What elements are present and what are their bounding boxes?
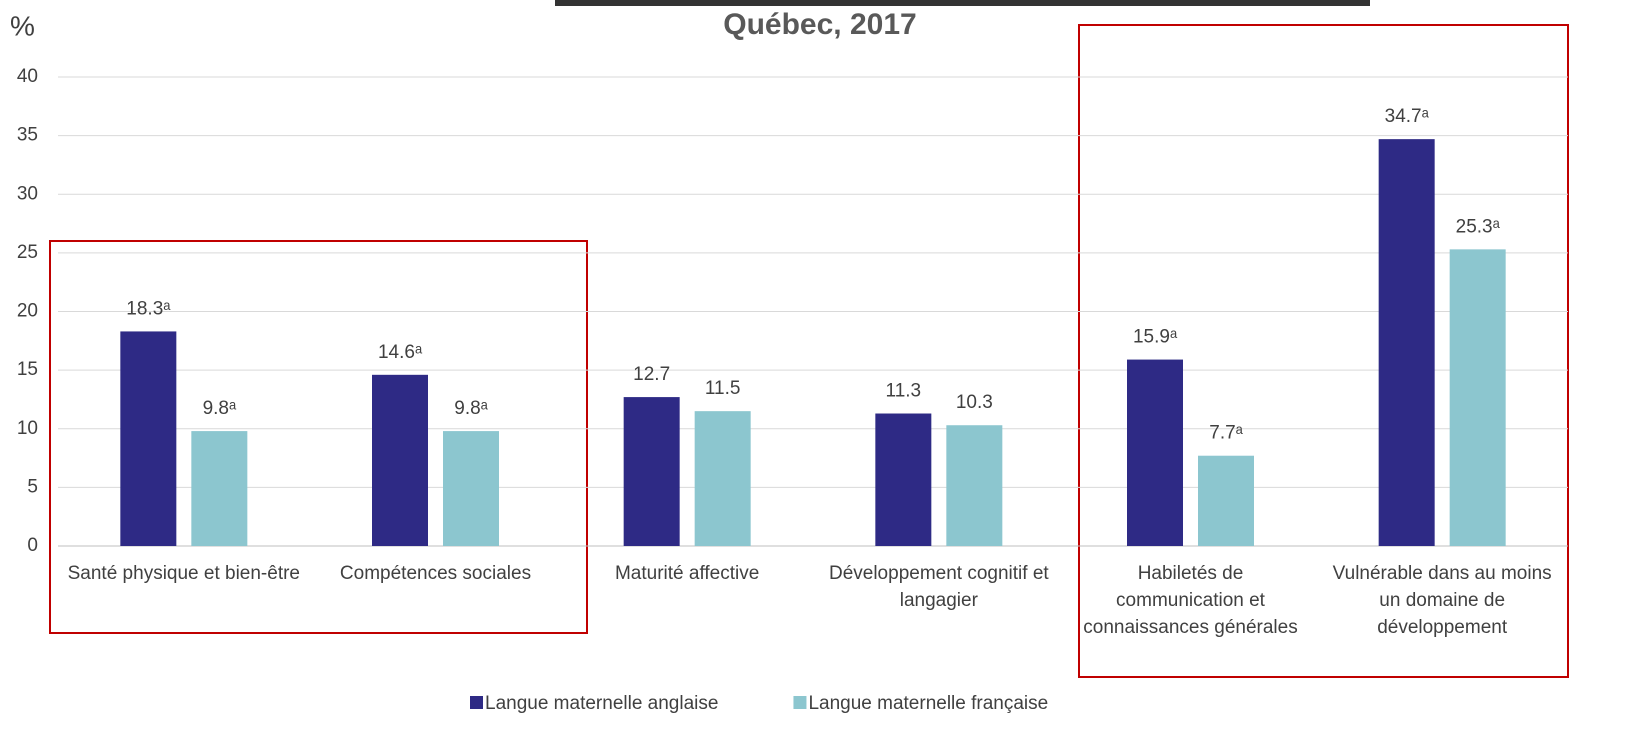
bar: [191, 431, 248, 546]
data-label: 15.9ᵃ: [1133, 327, 1178, 348]
x-tick-label: Compétences sociales: [339, 563, 532, 584]
legend-label: Langue maternelle anglaise: [485, 693, 718, 714]
bar: [443, 431, 499, 546]
y-tick-label: 10: [17, 418, 38, 439]
bar: [1449, 249, 1506, 547]
y-tick-label: 15: [17, 359, 38, 380]
data-label: 11.3: [886, 381, 922, 402]
bar: [1127, 359, 1183, 546]
bar: [623, 397, 680, 546]
highlight-box: [49, 240, 588, 634]
y-tick-label: 5: [27, 476, 38, 497]
data-label: 12.7: [633, 364, 670, 385]
bar: [120, 331, 177, 546]
data-label: 18.3ᵃ: [126, 298, 171, 319]
x-tick-label: Vulnérable dans au moins un domaine de d…: [1332, 563, 1552, 638]
legend-swatch: [793, 696, 807, 709]
legend-swatch: [470, 696, 483, 709]
bar: [372, 374, 428, 546]
highlight-box: [1078, 24, 1569, 678]
y-tick-label: 0: [27, 535, 38, 556]
x-tick-label: Maturité affective: [614, 563, 760, 584]
legend-label: Langue maternelle française: [808, 693, 1048, 714]
x-tick-label: Développement cognitif et langagier: [828, 563, 1049, 611]
y-tick-label: 40: [17, 66, 38, 87]
redaction-bar: [555, 0, 1370, 6]
bar: [1198, 455, 1254, 546]
data-label: 10.3: [956, 392, 993, 413]
data-label: 11.5: [705, 378, 741, 399]
bar: [946, 425, 1003, 546]
y-tick-label: 30: [17, 183, 38, 204]
data-label: 9.8ᵃ: [203, 398, 237, 419]
y-tick-label: 35: [17, 125, 38, 146]
data-label: 14.6ᵃ: [378, 342, 423, 363]
data-label: 25.3ᵃ: [1456, 216, 1501, 237]
bar: [875, 413, 932, 546]
x-tick-label: Habiletés de communication et connaissan…: [1083, 563, 1298, 638]
chart-title: Québec, 2017: [723, 8, 916, 41]
y-axis-label: %: [10, 10, 35, 41]
y-tick-label: 25: [17, 242, 38, 263]
data-label: 7.7ᵃ: [1209, 423, 1243, 444]
data-label: 9.8ᵃ: [454, 398, 488, 419]
bar: [694, 411, 751, 546]
x-tick-label: Santé physique et bien-être: [67, 563, 301, 584]
data-label: 34.7ᵃ: [1385, 106, 1430, 127]
y-tick-label: 20: [17, 301, 38, 322]
bar: [1378, 139, 1435, 546]
